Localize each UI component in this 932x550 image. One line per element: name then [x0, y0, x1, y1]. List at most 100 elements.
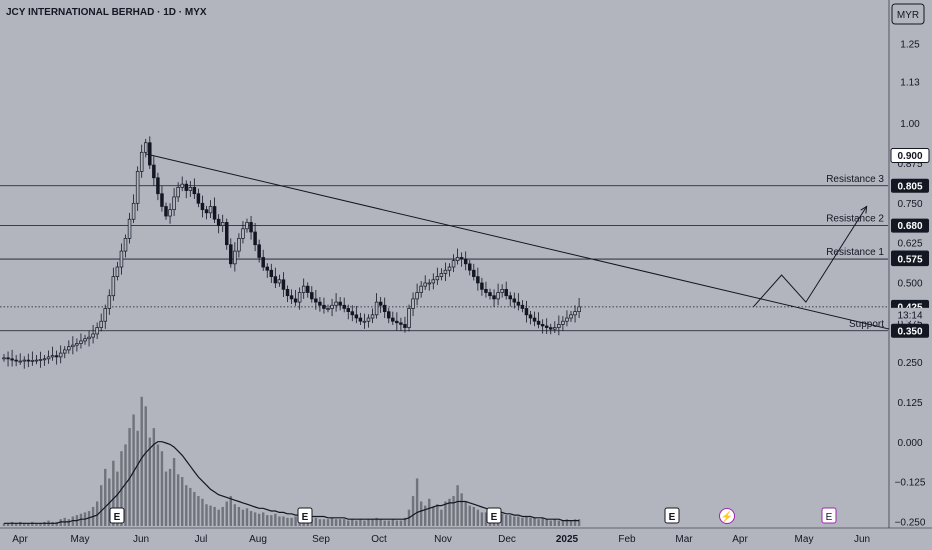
volume-bar [152, 428, 156, 526]
candle [484, 281, 488, 298]
price-tick-label: 0.500 [897, 278, 922, 289]
candle [58, 345, 63, 364]
candle [135, 166, 140, 211]
price-tick-label: 0.875 [897, 159, 922, 170]
volume-bar [205, 504, 208, 526]
candle [180, 176, 184, 192]
price-tick-label: 1.13 [900, 78, 920, 89]
earnings-marker[interactable]: E [821, 507, 837, 524]
trendline[interactable] [145, 153, 924, 338]
candle [476, 267, 480, 291]
candle [168, 203, 172, 224]
candle [54, 350, 59, 365]
time-tick-label: Nov [434, 534, 452, 545]
candle [204, 205, 209, 220]
candle [229, 238, 233, 268]
symbol-title: JCY INTERNATIONAL BERHAD · 1D · MYX [6, 7, 207, 18]
time-tick-label: May [71, 534, 90, 545]
candle [79, 333, 83, 349]
level-label: Resistance 1 [826, 247, 884, 258]
candle [528, 311, 533, 325]
candle [508, 291, 513, 307]
volume-bar [95, 501, 99, 526]
projection-path[interactable] [752, 206, 868, 308]
volume-bar [213, 506, 216, 526]
volume-bar [229, 496, 232, 526]
volume-bar [253, 512, 257, 526]
events-layer[interactable]: E E E E ⚡ E [109, 507, 837, 524]
candle [10, 349, 14, 367]
time-axis[interactable]: Apr May Jun Jul Aug Sep Oct Nov Dec 2025 Feb Mar Apr… [0, 527, 932, 545]
volume-bar [144, 406, 147, 526]
volume-layer [2, 396, 581, 526]
volume-bar [371, 519, 374, 526]
volume-bar [322, 519, 326, 526]
price-badge: 13:14 [890, 307, 930, 321]
candle [83, 334, 87, 345]
candle [107, 289, 112, 315]
candle [407, 304, 411, 332]
volume-bar [278, 516, 281, 526]
candle [419, 281, 423, 298]
candle [131, 194, 136, 224]
earnings-marker[interactable]: E [297, 507, 313, 524]
price-badge: 0.680 [891, 218, 929, 233]
volume-bar [128, 428, 131, 526]
price-tick-label: −0.250 [895, 518, 926, 529]
candle [427, 279, 432, 291]
volume-bar [545, 519, 548, 526]
candle [160, 186, 164, 212]
volume-bar [262, 512, 265, 526]
candle [46, 350, 51, 364]
candle [395, 312, 399, 331]
candle [188, 180, 193, 197]
volume-bar [505, 515, 508, 526]
volume-bar [286, 517, 289, 526]
candle [152, 156, 156, 186]
volume-bar [391, 519, 394, 526]
currency-button[interactable]: MYR [891, 3, 925, 25]
candle [42, 354, 47, 366]
volume-bar [225, 501, 228, 526]
candle [269, 263, 274, 283]
candle [455, 248, 460, 265]
candle [261, 249, 265, 271]
earnings-marker[interactable]: E [486, 507, 502, 524]
volume-bar [237, 506, 241, 526]
volume-bar [383, 520, 386, 526]
volume-bar [164, 471, 168, 526]
time-tick-label: Jul [195, 534, 208, 545]
candle [569, 311, 573, 322]
candle [6, 351, 10, 367]
earnings-marker[interactable]: E [664, 507, 680, 524]
volume-bar [172, 458, 176, 526]
candle [285, 285, 290, 303]
volume-bar [557, 520, 561, 526]
volume-bar [464, 501, 467, 526]
volume-bar [541, 517, 544, 526]
candle [443, 262, 448, 282]
candle [293, 289, 298, 306]
volume-bar [176, 474, 180, 526]
candle [115, 261, 120, 281]
candle [520, 300, 525, 313]
candle [516, 293, 521, 311]
price-axis[interactable]: 1.251.131.000.8750.7500.6250.5000.3750.2… [888, 0, 932, 529]
dividend-marker-icon[interactable]: ⚡ [719, 508, 735, 524]
candle [26, 353, 31, 368]
candle [423, 275, 427, 290]
candle [253, 223, 257, 252]
candle [225, 218, 229, 250]
currency-label: MYR [897, 10, 919, 21]
time-tick-label: Oct [371, 534, 387, 545]
drawings-layer[interactable] [145, 153, 924, 338]
candle [330, 298, 334, 317]
svg-text:0.350: 0.350 [897, 326, 922, 337]
volume-bar [314, 517, 318, 526]
volume-bar [51, 521, 54, 526]
volume-bar [31, 521, 34, 526]
earnings-marker[interactable]: E [109, 507, 125, 524]
volume-bar [100, 485, 103, 526]
volume-bar [521, 517, 524, 526]
